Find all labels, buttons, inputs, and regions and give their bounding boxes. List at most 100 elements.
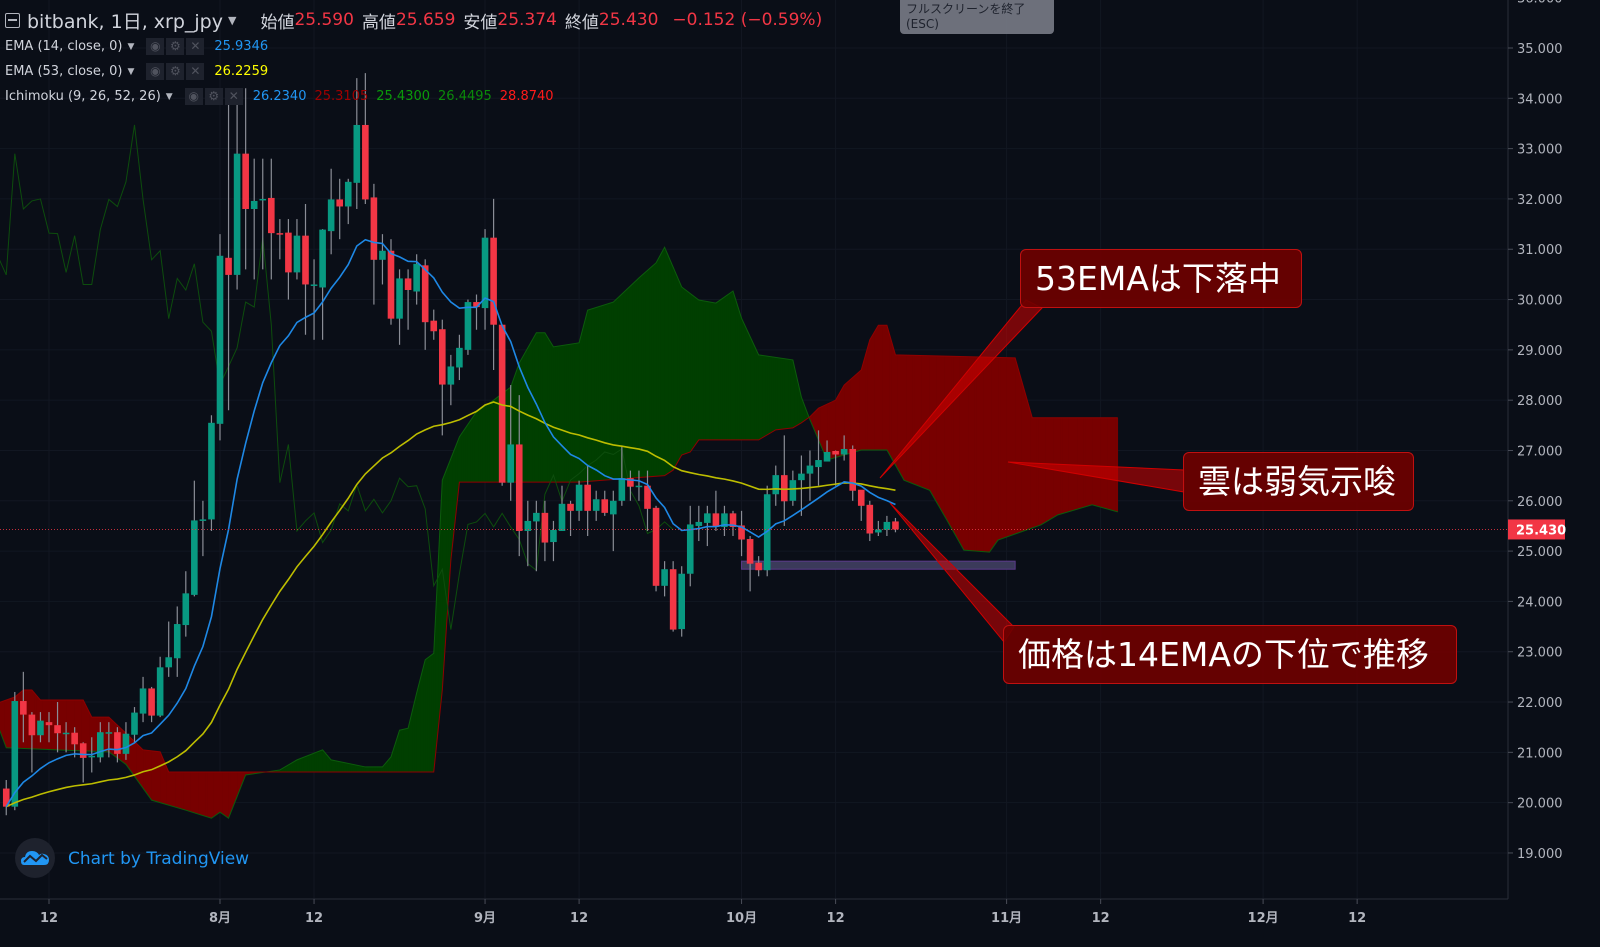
visibility-icon[interactable]: ◉ bbox=[146, 63, 165, 80]
candle[interactable] bbox=[173, 606, 181, 677]
candle[interactable] bbox=[45, 712, 53, 743]
candle[interactable] bbox=[849, 445, 856, 501]
candle[interactable] bbox=[815, 430, 822, 486]
candle[interactable] bbox=[601, 490, 609, 516]
candle[interactable] bbox=[2, 780, 10, 816]
candle[interactable] bbox=[592, 490, 600, 521]
candle[interactable] bbox=[28, 712, 36, 773]
chevron-down-icon[interactable]: ▼ bbox=[127, 66, 135, 77]
candle[interactable] bbox=[686, 505, 694, 587]
candle[interactable] bbox=[524, 500, 532, 567]
candle[interactable] bbox=[610, 490, 617, 552]
candle[interactable] bbox=[122, 722, 130, 760]
candle[interactable] bbox=[712, 490, 720, 531]
candle[interactable] bbox=[20, 671, 27, 743]
close-icon[interactable]: ✕ bbox=[224, 88, 243, 105]
candle[interactable] bbox=[584, 465, 591, 537]
annotation-price-below-14ema[interactable]: 価格は14EMAの下位で推移 bbox=[1003, 625, 1457, 684]
candle[interactable] bbox=[669, 561, 677, 632]
candle[interactable] bbox=[114, 727, 121, 763]
candle[interactable] bbox=[721, 505, 728, 537]
candle[interactable] bbox=[883, 515, 891, 537]
candle[interactable] bbox=[439, 319, 446, 436]
candle[interactable] bbox=[336, 178, 343, 240]
candle[interactable] bbox=[225, 98, 232, 411]
candle[interactable] bbox=[627, 470, 634, 501]
candle[interactable] bbox=[421, 259, 429, 350]
chevron-down-icon[interactable]: ▼ bbox=[165, 91, 173, 102]
candle[interactable] bbox=[148, 686, 155, 723]
candle[interactable] bbox=[533, 500, 540, 572]
candle[interactable] bbox=[310, 259, 318, 340]
candle[interactable] bbox=[208, 415, 215, 531]
candle[interactable] bbox=[575, 480, 583, 521]
candle[interactable] bbox=[362, 73, 369, 204]
symbol-title[interactable]: bitbank, 1日, xrp_jpy bbox=[27, 10, 223, 33]
candle[interactable] bbox=[54, 702, 61, 753]
candle[interactable] bbox=[139, 676, 147, 723]
candle[interactable] bbox=[276, 219, 284, 260]
candle[interactable] bbox=[62, 722, 70, 753]
annotation-53ema-falling[interactable]: 53EMAは下落中 bbox=[1020, 249, 1302, 308]
close-icon[interactable]: ✕ bbox=[186, 63, 205, 80]
candle[interactable] bbox=[216, 234, 224, 441]
support-zone[interactable] bbox=[741, 560, 1016, 570]
candle[interactable] bbox=[832, 450, 839, 486]
candle[interactable] bbox=[695, 505, 703, 542]
candle[interactable] bbox=[781, 435, 788, 526]
candle[interactable] bbox=[379, 234, 386, 285]
candle[interactable] bbox=[353, 78, 361, 209]
candle[interactable] bbox=[541, 500, 549, 562]
candle[interactable] bbox=[233, 88, 241, 290]
visibility-icon[interactable]: ◉ bbox=[146, 38, 165, 55]
visibility-icon[interactable]: ◉ bbox=[184, 88, 203, 105]
candle[interactable] bbox=[404, 269, 412, 330]
indicator-label[interactable]: Ichimoku (9, 26, 52, 26) bbox=[5, 89, 161, 104]
candle[interactable] bbox=[242, 88, 249, 270]
gear-icon[interactable]: ⚙ bbox=[166, 38, 185, 55]
candle[interactable] bbox=[481, 229, 489, 330]
candle[interactable] bbox=[652, 505, 660, 592]
candle[interactable] bbox=[285, 219, 292, 300]
candle[interactable] bbox=[456, 334, 463, 381]
gear-icon[interactable]: ⚙ bbox=[166, 63, 185, 80]
candle[interactable] bbox=[618, 445, 626, 506]
candle[interactable] bbox=[199, 500, 207, 557]
candle[interactable] bbox=[507, 385, 514, 501]
candle[interactable] bbox=[729, 510, 737, 537]
candle[interactable] bbox=[550, 520, 557, 562]
candle[interactable] bbox=[191, 480, 198, 597]
collapse-icon[interactable] bbox=[5, 13, 20, 28]
candle[interactable] bbox=[678, 566, 685, 637]
watermark-text[interactable]: Chart by TradingView bbox=[68, 849, 250, 869]
candle[interactable] bbox=[165, 621, 172, 677]
candle[interactable] bbox=[302, 203, 309, 335]
candle[interactable] bbox=[490, 198, 497, 370]
candle[interactable] bbox=[370, 183, 378, 305]
candle[interactable] bbox=[37, 712, 44, 743]
candle[interactable] bbox=[105, 722, 113, 758]
candle[interactable] bbox=[738, 510, 745, 557]
candle[interactable] bbox=[396, 269, 403, 345]
candle[interactable] bbox=[806, 450, 814, 501]
candle[interactable] bbox=[661, 561, 668, 597]
candle[interactable] bbox=[97, 722, 104, 763]
candle[interactable] bbox=[892, 517, 899, 533]
candle[interactable] bbox=[344, 178, 352, 225]
price-axis[interactable]: 19.000 20.000 21.000 22.000 23.000 24.000 25.0… bbox=[1508, 0, 1566, 862]
candle[interactable] bbox=[798, 455, 805, 516]
tradingview-logo[interactable] bbox=[15, 838, 55, 878]
candle[interactable] bbox=[156, 656, 164, 718]
candle[interactable] bbox=[327, 168, 335, 255]
candle[interactable] bbox=[259, 158, 267, 270]
candle[interactable] bbox=[473, 294, 480, 330]
candle[interactable] bbox=[11, 691, 19, 811]
candle[interactable] bbox=[644, 470, 651, 531]
time-axis[interactable]: 12 8月 12 9月 12 10月 12 11月 12 12月 12 bbox=[40, 899, 1366, 926]
chevron-down-icon[interactable]: ▼ bbox=[227, 13, 237, 27]
candle[interactable] bbox=[823, 440, 831, 462]
candle[interactable] bbox=[182, 571, 190, 637]
candle[interactable] bbox=[558, 485, 566, 531]
candle[interactable] bbox=[875, 520, 882, 537]
candle[interactable] bbox=[319, 229, 326, 340]
